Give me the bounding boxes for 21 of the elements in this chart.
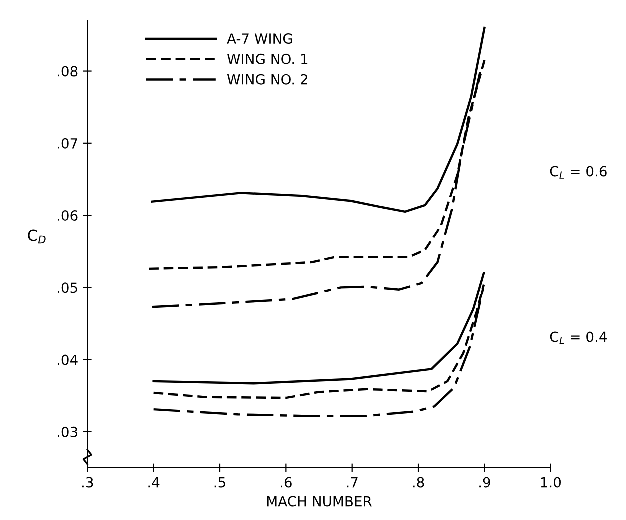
y-tick-label: .08 xyxy=(58,66,78,77)
x-tick-label: .9 xyxy=(480,477,490,488)
y-tick-label: .03 xyxy=(58,426,78,438)
x-axis-title: MACH NUMBER xyxy=(267,496,372,507)
x-tick-label: .4 xyxy=(148,477,160,488)
y-tick-label: .06 xyxy=(58,210,78,222)
annotation: C$_{L}$ = 0.4 xyxy=(550,332,607,344)
x-tick-label: .8 xyxy=(413,477,424,488)
legend-label: WING NO. 1 xyxy=(227,54,308,64)
annotation: C$_{L}$ = 0.6 xyxy=(550,166,607,179)
x-tick-label: 1.0 xyxy=(541,477,561,488)
x-tick-label: .7 xyxy=(347,477,358,488)
x-tick-label: .3 xyxy=(82,477,94,488)
y-tick-label: .05 xyxy=(58,282,78,294)
y-tick-label: .07 xyxy=(58,138,78,149)
x-tick-label: .6 xyxy=(281,477,292,488)
y-tick-label: .04 xyxy=(58,354,78,366)
legend-label: WING NO. 2 xyxy=(227,74,308,85)
y-axis-title: C$_{D}$ xyxy=(28,230,46,244)
x-tick-label: .5 xyxy=(214,477,226,488)
legend-label: A-7 WING xyxy=(227,34,292,44)
